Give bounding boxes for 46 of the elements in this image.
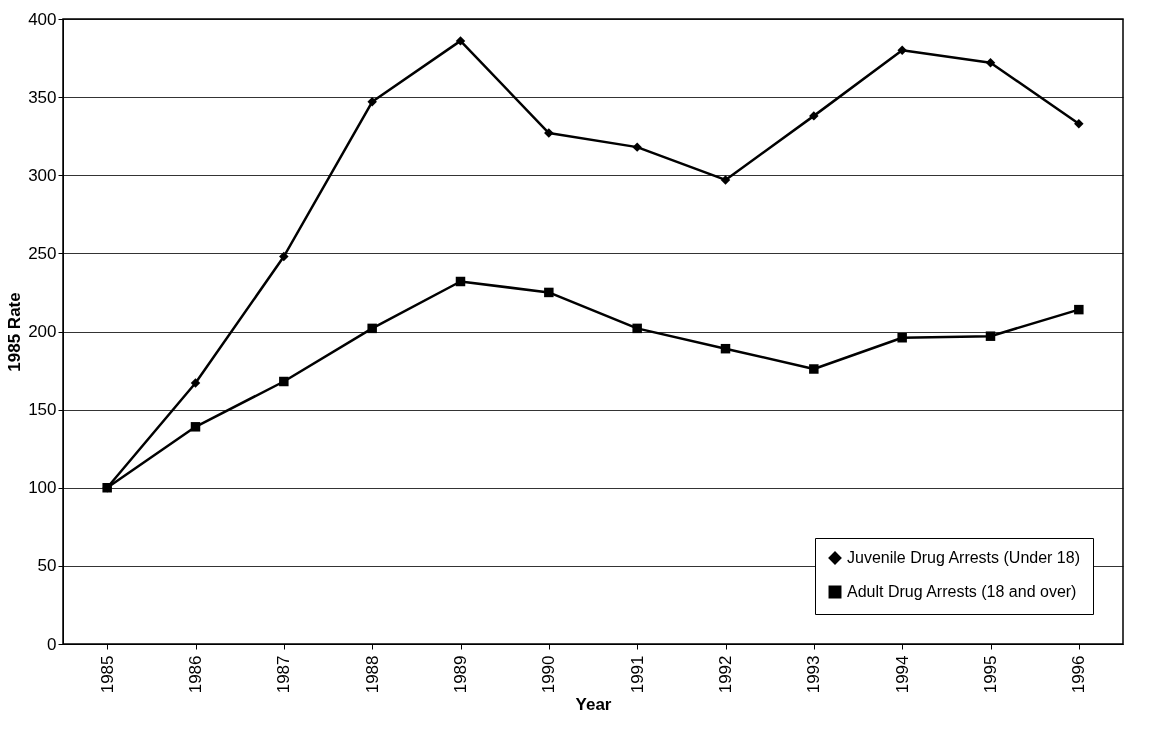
point — [190, 378, 201, 388]
point — [455, 276, 466, 287]
y-tick-label: 250 — [28, 243, 57, 263]
point — [1074, 118, 1084, 129]
x-tick-label: 1996 — [1069, 655, 1089, 694]
x-tick-label: 1994 — [892, 655, 912, 694]
y-axis-title: 1985 Rate — [5, 292, 25, 372]
x-tick-label: 1990 — [539, 655, 559, 694]
x-tick-label: 1995 — [981, 655, 1000, 694]
y-tick-label: 400 — [28, 9, 57, 29]
point — [632, 323, 642, 334]
point — [720, 175, 731, 185]
x-tick-label: 1986 — [186, 655, 205, 694]
y-tick-label: 50 — [37, 556, 57, 576]
point — [985, 58, 996, 68]
y-tick-label: 200 — [28, 322, 57, 341]
point — [632, 142, 642, 152]
point — [455, 36, 466, 46]
point — [544, 287, 554, 298]
y-tick-label: 0 — [47, 634, 57, 654]
x-axis-title: Year — [575, 695, 612, 715]
point — [279, 251, 289, 262]
point — [809, 364, 819, 374]
x-tick-label: 1988 — [362, 655, 382, 694]
x-tick-label: 1987 — [274, 655, 294, 694]
x-tick-label: 1991 — [627, 655, 647, 694]
x-tick-label: 1993 — [804, 655, 824, 694]
y-tick-label: 150 — [28, 400, 57, 420]
x-tick-label: 1985 — [97, 655, 117, 694]
y-tick-label: 350 — [28, 87, 57, 107]
point — [809, 111, 819, 121]
point — [897, 45, 907, 55]
point — [897, 333, 907, 343]
legend-label: Juvenile Drug Arrests (Under 18) — [847, 549, 1080, 566]
point — [1074, 304, 1084, 315]
y-tick-label: 300 — [28, 165, 57, 185]
point — [985, 331, 996, 341]
point — [190, 422, 201, 432]
y-tick-label: 100 — [28, 478, 57, 498]
legend-label: Adult Drug Arrests (18 and over) — [847, 583, 1077, 600]
x-tick-label: 1989 — [451, 655, 470, 694]
point — [367, 97, 377, 107]
x-tick-label: 1992 — [716, 655, 735, 694]
point — [279, 376, 289, 387]
point — [720, 343, 731, 354]
point — [367, 323, 377, 334]
